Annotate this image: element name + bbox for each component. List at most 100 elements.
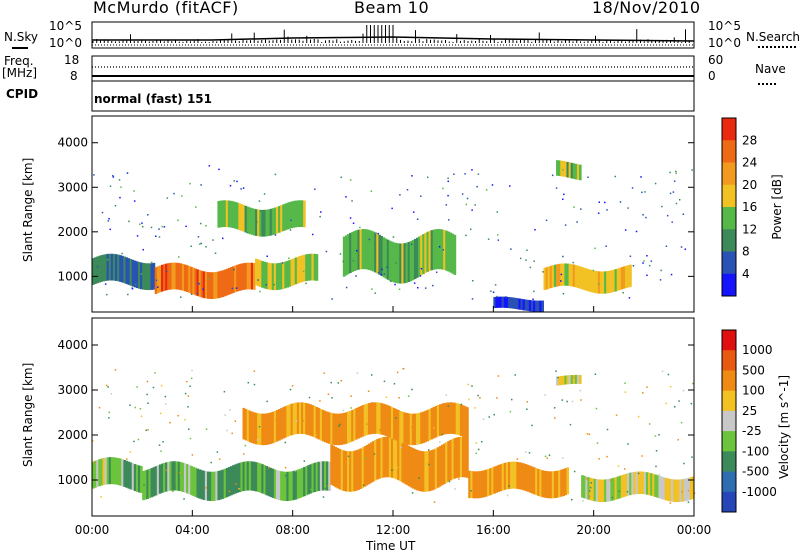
power-cell <box>96 256 99 284</box>
velocity-cell <box>553 471 557 499</box>
power-cell <box>119 255 122 282</box>
power-speckle <box>619 201 622 203</box>
power-speckle <box>242 187 245 189</box>
power-speckle <box>629 255 632 258</box>
power-speckle <box>572 261 574 264</box>
velocity-cell <box>257 413 260 445</box>
velocity-cell <box>390 407 394 439</box>
power-speckle <box>259 210 262 212</box>
power-colorbar-tick: 16 <box>742 200 757 214</box>
velocity-speckle <box>496 397 498 399</box>
velocity-cell <box>497 464 501 492</box>
velocity-cell <box>303 466 306 497</box>
velocity-cell <box>652 473 655 497</box>
power-speckle <box>622 291 624 294</box>
power-speckle <box>643 260 645 262</box>
velocity-speckle <box>493 413 495 416</box>
power-cell <box>413 238 417 280</box>
velocity-cell <box>491 467 494 495</box>
power-speckle <box>114 204 117 207</box>
power-speckle <box>631 187 634 189</box>
power-speckle <box>505 296 507 298</box>
velocity-cell <box>236 463 239 493</box>
cpid-label: CPID <box>6 87 39 101</box>
power-ytick-label: 1000 <box>57 269 88 283</box>
power-speckle <box>177 219 179 222</box>
power-speckle <box>417 286 419 289</box>
velocity-speckle <box>340 379 342 382</box>
velocity-speckle <box>160 384 163 387</box>
velocity-cell <box>378 438 381 479</box>
velocity-speckle <box>468 398 470 401</box>
power-cell <box>393 242 396 283</box>
power-cell <box>150 263 154 290</box>
velocity-speckle <box>561 399 563 401</box>
power-speckle <box>533 290 535 293</box>
velocity-cell <box>599 479 603 503</box>
power-cell <box>246 206 250 234</box>
velocity-speckle <box>244 444 247 447</box>
velocity-cell <box>443 403 446 435</box>
velocity-cell <box>359 406 363 438</box>
velocity-cell <box>562 468 565 496</box>
velocity-cell <box>645 472 649 495</box>
power-speckle <box>257 279 259 281</box>
velocity-cell <box>192 466 195 497</box>
velocity-cell <box>273 469 277 499</box>
power-speckle <box>163 226 166 228</box>
power-cell <box>501 296 505 308</box>
power-speckle <box>641 191 643 194</box>
power-speckle <box>420 267 423 270</box>
power-speckle <box>319 215 321 218</box>
velocity-speckle <box>438 441 441 443</box>
power-cell <box>307 253 310 281</box>
power-colorbar-tick: 28 <box>742 133 757 147</box>
velocity-speckle <box>305 403 307 405</box>
velocity-speckle <box>327 393 330 396</box>
power-cell <box>378 234 381 275</box>
velocity-speckle <box>229 409 231 411</box>
power-cell <box>229 267 233 294</box>
velocity-cell <box>342 412 346 445</box>
power-colorbar-swatch <box>722 207 736 230</box>
power-cell <box>301 255 304 283</box>
velocity-cell <box>424 410 427 443</box>
power-colorbar-tick: 20 <box>742 178 757 192</box>
velocity-speckle <box>393 383 396 385</box>
velocity-cell <box>135 464 139 492</box>
velocity-cell <box>171 461 175 491</box>
velocity-speckle <box>609 479 612 482</box>
velocity-speckle <box>377 462 380 465</box>
power-cell <box>353 230 356 272</box>
velocity-cell <box>457 403 461 436</box>
velocity-speckle <box>147 402 149 404</box>
power-cell <box>280 262 283 290</box>
velocity-speckle <box>224 414 226 416</box>
velocity-cell <box>470 471 473 499</box>
velocity-speckle <box>596 442 599 444</box>
power-speckle <box>349 179 352 181</box>
power-cell <box>576 265 580 289</box>
power-cell <box>263 261 266 289</box>
velocity-speckle <box>691 456 693 458</box>
power-cell <box>257 259 260 287</box>
power-speckle <box>181 195 183 197</box>
power-speckle <box>510 248 512 250</box>
velocity-speckle <box>362 484 365 487</box>
velocity-cell <box>566 467 570 495</box>
velocity-cell <box>137 465 141 493</box>
power-cell <box>581 267 584 290</box>
velocity-speckle <box>687 501 690 503</box>
power-cell <box>273 207 277 235</box>
velocity-cell <box>453 438 457 479</box>
velocity-colorbar-tick: 25 <box>742 404 757 418</box>
power-cell <box>315 254 319 281</box>
power-speckle <box>525 259 527 261</box>
power-cell <box>572 163 576 179</box>
velocity-cell <box>507 461 511 489</box>
velocity-cell <box>234 464 237 494</box>
x-tick-label: 00:00 <box>677 523 712 537</box>
velocity-cell <box>418 450 421 492</box>
power-cell <box>618 267 622 291</box>
power-cell <box>528 300 532 312</box>
